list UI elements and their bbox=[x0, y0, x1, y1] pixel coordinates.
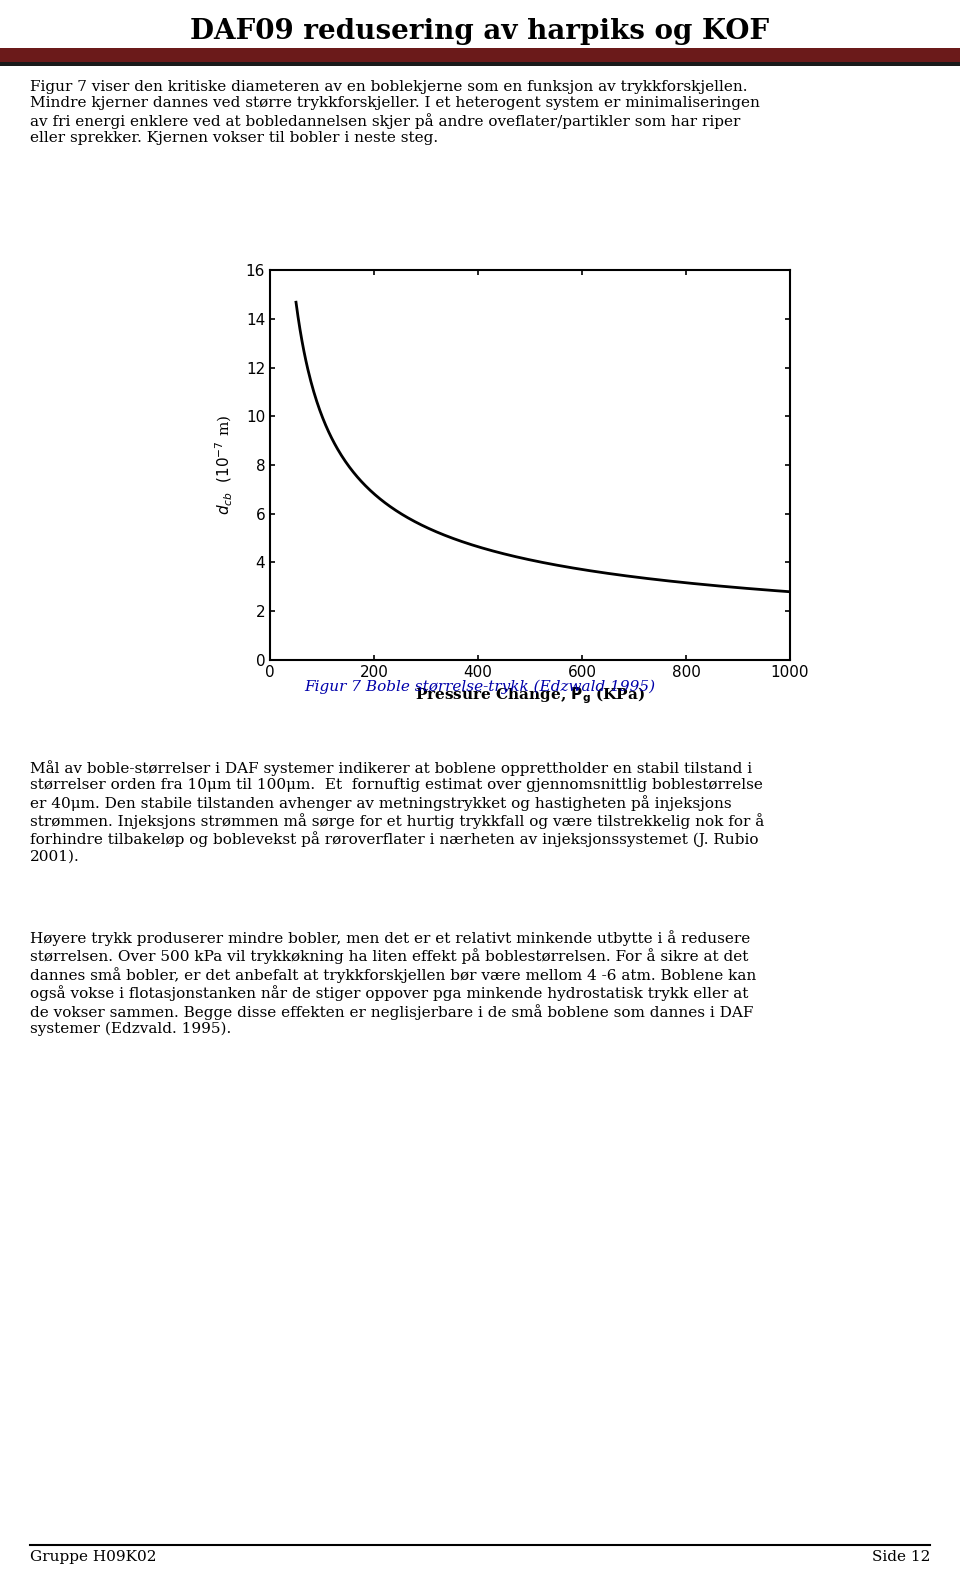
Text: Gruppe H09K02: Gruppe H09K02 bbox=[30, 1551, 156, 1563]
Y-axis label: $d_{cb}$  $(10^{-7}$ m): $d_{cb}$ $(10^{-7}$ m) bbox=[213, 415, 234, 515]
Text: Side 12: Side 12 bbox=[872, 1551, 930, 1563]
Text: Mål av boble-størrelser i DAF systemer indikerer at boblene opprettholder en sta: Mål av boble-størrelser i DAF systemer i… bbox=[30, 760, 764, 863]
X-axis label: Pressure Change, $\mathbf{P_g}$ (KPa): Pressure Change, $\mathbf{P_g}$ (KPa) bbox=[415, 686, 645, 706]
Text: DAF09 redusering av harpiks og KOF: DAF09 redusering av harpiks og KOF bbox=[190, 17, 770, 44]
Text: Høyere trykk produserer mindre bobler, men det er et relativt minkende utbytte i: Høyere trykk produserer mindre bobler, m… bbox=[30, 930, 756, 1036]
Text: Figur 7 viser den kritiske diameteren av en boblekjerne som en funksjon av trykk: Figur 7 viser den kritiske diameteren av… bbox=[30, 81, 760, 144]
Text: Figur 7 Boble størrelse-trykk (Edzwald 1995): Figur 7 Boble størrelse-trykk (Edzwald 1… bbox=[304, 680, 656, 694]
